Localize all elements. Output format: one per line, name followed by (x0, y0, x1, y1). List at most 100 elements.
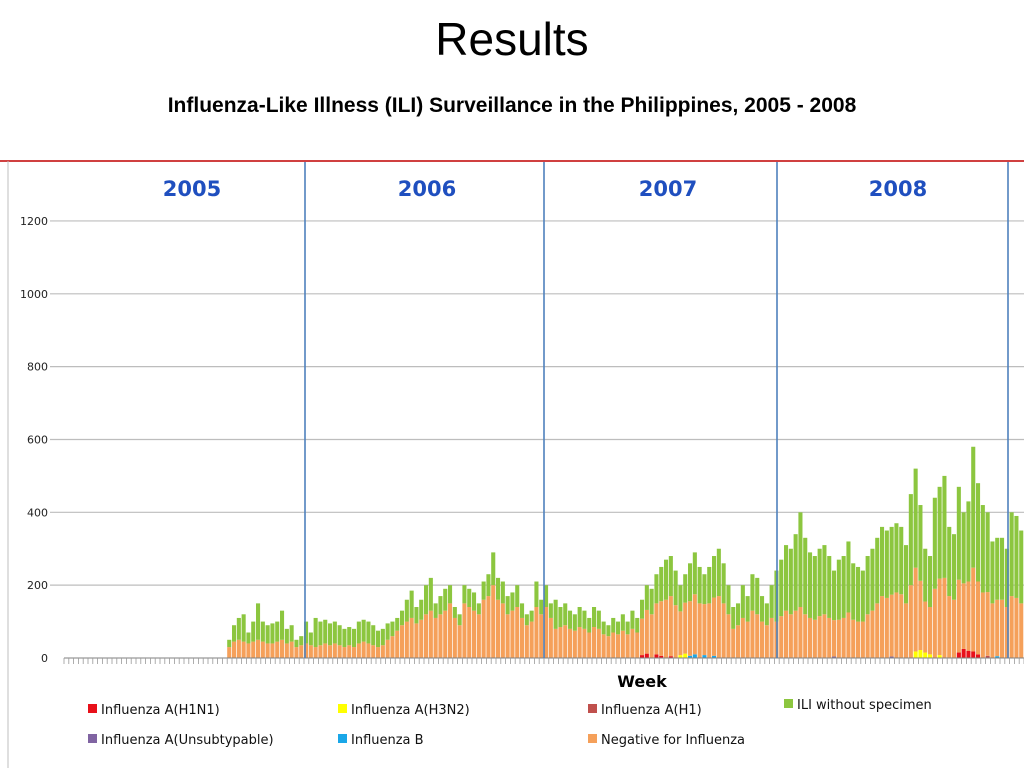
bar-segment-h3n2 (918, 649, 923, 658)
bar-segment-ili (328, 623, 333, 646)
bar-segment-negative (894, 592, 899, 658)
bar-segment-ili (496, 577, 501, 600)
bar-segment-negative (635, 632, 640, 658)
bar-segment-ili (616, 621, 621, 635)
bar-segment-ili (467, 588, 472, 608)
bar-segment-negative (1019, 603, 1024, 658)
bar-segment-negative (683, 602, 688, 654)
bar-segment-negative (438, 614, 443, 658)
bar-segment-ili (323, 619, 328, 644)
bar-segment-ili (592, 607, 597, 628)
bar-segment-negative (299, 645, 304, 658)
bar-segment-ili (433, 603, 438, 618)
bar-segment-negative (668, 596, 673, 657)
legend-swatch-unsubtypable (88, 734, 97, 743)
bar-segment-negative (587, 632, 592, 658)
bar-segment-ili (395, 617, 400, 631)
bar-segment-ili (510, 592, 515, 611)
bar-segment-ili (880, 526, 885, 597)
bar-segment-negative (702, 604, 707, 656)
bar-segment-ili (472, 592, 477, 611)
bar-segment-negative (956, 579, 961, 653)
year-label-2007: 2007 (639, 177, 697, 201)
bar-segment-h3n2 (683, 653, 688, 658)
bar-segment-ili (313, 617, 318, 648)
bar-segment-negative (289, 641, 294, 658)
bar-segment-negative (707, 603, 712, 658)
bar-segment-ili (390, 621, 395, 637)
bar-segment-ili (908, 494, 913, 586)
bar-segment-negative (251, 641, 256, 658)
bar-segment-ili (520, 603, 525, 618)
bar-segment-ili (764, 603, 769, 626)
bar-segment-negative (323, 643, 328, 658)
bar-segment-negative (308, 645, 313, 658)
bar-segment-negative (241, 641, 246, 658)
bar-segment-negative (524, 625, 529, 658)
bar-segment-negative (443, 610, 448, 658)
bar-segment-negative (596, 628, 601, 658)
bar-segment-ili (990, 541, 995, 604)
bar-segment-ili (371, 625, 376, 646)
bar-segment-negative (236, 639, 241, 658)
bar-segment-ili (716, 548, 721, 597)
bar-segment-negative (784, 610, 789, 658)
bar-segment-negative (419, 619, 424, 658)
bar-segment-h1n1 (659, 655, 664, 658)
bar-segment-negative (884, 597, 889, 658)
bar-segment-negative (1014, 597, 1019, 658)
bar-segment-ili (707, 566, 712, 604)
bar-segment-ili (539, 599, 544, 615)
bar-segment-h3n2 (923, 652, 928, 658)
bar-segment-ili (654, 574, 659, 604)
legend-swatch-h1n1 (88, 704, 97, 713)
bar-segment-negative (246, 643, 251, 658)
bar-segment-ili (966, 501, 971, 582)
bar-segment-ili (596, 610, 601, 629)
bar-segment-negative (971, 567, 976, 652)
bar-segment-ili (640, 599, 645, 619)
bar-segment-negative (692, 594, 697, 655)
bar-segment-negative (342, 647, 347, 658)
bar-segment-flub (995, 656, 1000, 658)
ili-stacked-bar-chart: 0 200 400 600 800 1000 1200 2005 2006 2007 2008 W… (0, 160, 1024, 768)
bar-segment-ili (808, 552, 813, 618)
bar-segment-negative (472, 610, 477, 658)
bar-segment-ili (448, 585, 453, 604)
slide-title: Results (435, 13, 589, 65)
bar-segment-h1n1 (644, 653, 649, 658)
bar-segment-h1n1 (966, 650, 971, 658)
bar-segment-ili (438, 596, 443, 615)
year-label-2008: 2008 (869, 177, 927, 201)
bar-segment-negative (491, 585, 496, 658)
bar-segment-ili (443, 588, 448, 611)
bar-segment-negative (376, 647, 381, 658)
bar-segment-negative (937, 578, 942, 656)
bar-segment-negative (260, 641, 265, 658)
bar-segment-negative (832, 620, 837, 657)
bar-segment-ili (337, 625, 342, 646)
bar-segment-ili (947, 526, 952, 597)
bar-segment-negative (779, 616, 784, 658)
bar-segment-negative (265, 643, 270, 658)
y-tick-label: 200 (27, 579, 48, 592)
bar-segment-ili (932, 497, 937, 589)
bar-segment-negative (409, 617, 414, 658)
bar-segment-negative (1009, 596, 1014, 658)
legend-swatch-flub (338, 734, 347, 743)
bar-segment-negative (361, 641, 366, 658)
bar-segment-flub (692, 654, 697, 658)
bar-segment-ili (649, 588, 654, 615)
bar-segment-negative (740, 617, 745, 658)
bar-segment-ili (260, 621, 265, 642)
bar-segment-ili (985, 512, 990, 593)
bar-segment-negative (990, 603, 995, 658)
bar-segment-negative (548, 617, 553, 658)
bar-segment-ili (817, 548, 822, 617)
bar-segment-ili (865, 556, 870, 615)
bar-segment-negative (899, 594, 904, 658)
bar-segment-negative (755, 614, 760, 658)
bar-segment-negative (769, 617, 774, 658)
bar-segment-h1n1 (956, 652, 961, 658)
bar-segment-ili (942, 475, 947, 578)
